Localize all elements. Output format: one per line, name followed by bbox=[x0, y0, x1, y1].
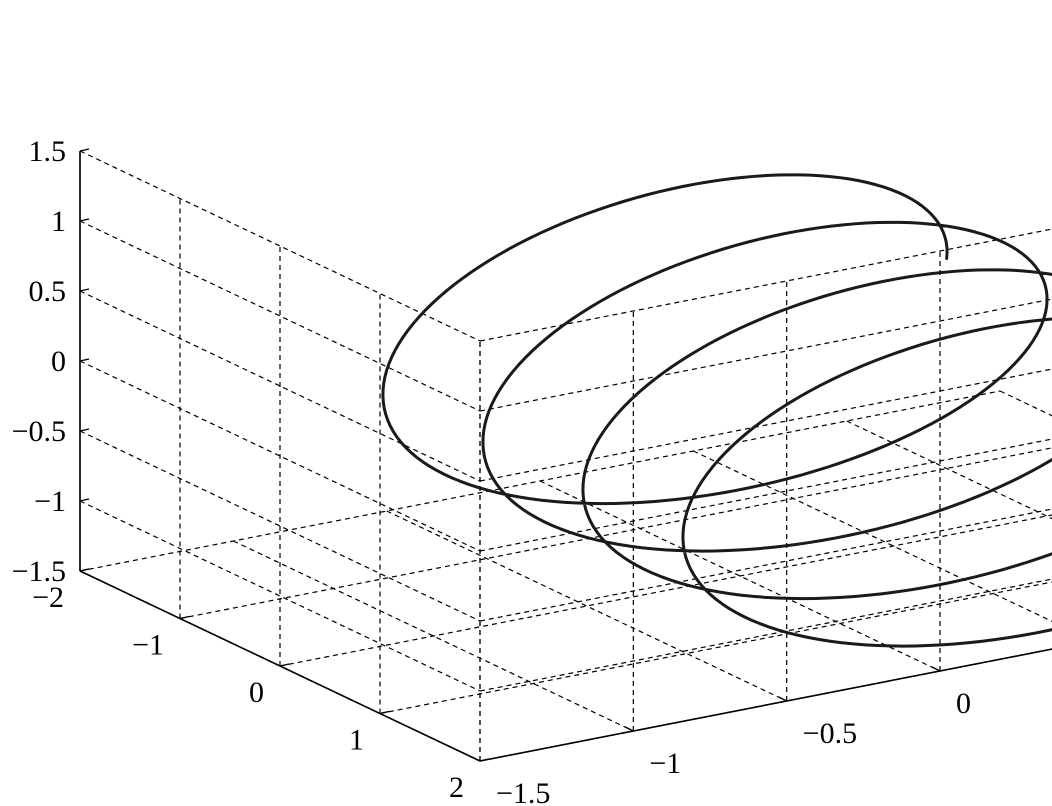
y-tick-label: 2 bbox=[449, 771, 464, 804]
grid-line-leftwall-z bbox=[79, 290, 481, 482]
grid-line-floor-x bbox=[233, 540, 634, 732]
grid-line-backwall-z bbox=[479, 578, 1052, 692]
grid-line-floor-x bbox=[846, 420, 1052, 520]
x-axis-line bbox=[479, 648, 1052, 762]
y-tick-mark bbox=[379, 710, 390, 715]
x-tick-label: −1 bbox=[649, 747, 681, 780]
grid-line-backwall-z bbox=[479, 228, 1052, 342]
grid-line-backwall-z bbox=[479, 298, 1052, 412]
grid-line-floor-x bbox=[999, 390, 1052, 417]
z-tick-label: 1 bbox=[51, 205, 66, 238]
x-tick-mark bbox=[625, 726, 634, 732]
z-tick-label: −0.5 bbox=[12, 415, 66, 448]
z-tick-mark bbox=[79, 358, 90, 362]
grid-line-floor-y bbox=[279, 514, 1052, 667]
z-tick-label: 1.5 bbox=[29, 135, 67, 168]
z-tick-mark bbox=[79, 288, 90, 292]
grid-line-floor-x bbox=[693, 450, 1052, 623]
x-tick-label: −0.5 bbox=[803, 717, 857, 750]
y-tick-label: −1 bbox=[132, 629, 164, 662]
grid-line-backwall-z bbox=[479, 648, 1052, 762]
x-tick-mark bbox=[778, 696, 787, 702]
curve-layer bbox=[381, 173, 1052, 648]
grid-line-leftwall-z bbox=[79, 430, 481, 622]
grid-line-leftwall-z bbox=[79, 500, 481, 692]
grid-line-backwall-z bbox=[479, 368, 1052, 482]
y-tick-label: 1 bbox=[349, 724, 364, 757]
z-tick-mark bbox=[79, 148, 90, 152]
x-tick-label: −1.5 bbox=[496, 777, 550, 806]
grid-line-floor-x bbox=[386, 510, 787, 702]
y-tick-label: −2 bbox=[32, 581, 64, 614]
y-tick-mark bbox=[279, 663, 290, 667]
grid-line-leftwall-z bbox=[79, 360, 481, 552]
grid-line-floor-y bbox=[79, 390, 1001, 572]
grid-line-backwall-z bbox=[479, 508, 1052, 622]
x-tick-mark bbox=[471, 756, 481, 762]
y-tick-label: 0 bbox=[249, 676, 264, 709]
tick-labels: −1.5−1−0.500.511.5−2−1012−1.5−1−0.500.51… bbox=[12, 135, 971, 806]
z-tick-mark bbox=[79, 498, 90, 502]
grid-line-floor-y bbox=[479, 648, 1052, 762]
grid-line-backwall-z bbox=[479, 438, 1052, 552]
grid-line-floor-x bbox=[539, 480, 941, 672]
grid-lines bbox=[79, 150, 1052, 762]
z-tick-label: −1.5 bbox=[12, 555, 66, 588]
z-tick-mark bbox=[79, 218, 90, 222]
y-tick-mark bbox=[479, 758, 490, 762]
axes bbox=[79, 148, 1052, 762]
x-tick-mark bbox=[931, 666, 941, 672]
z-tick-mark bbox=[79, 428, 90, 432]
y-tick-mark bbox=[179, 615, 190, 620]
z-tick-label: 0.5 bbox=[29, 275, 67, 308]
z-tick-label: −1 bbox=[34, 485, 66, 518]
grid-line-leftwall-z bbox=[79, 220, 481, 412]
grid-line-leftwall-z bbox=[79, 150, 481, 342]
grid-line-floor-y bbox=[379, 581, 1052, 715]
z-tick-label: 0 bbox=[51, 345, 66, 378]
y-tick-mark bbox=[79, 568, 90, 572]
x-tick-label: 0 bbox=[956, 687, 971, 720]
grid-line-floor-y bbox=[179, 447, 1052, 620]
helix-curve bbox=[381, 173, 1052, 648]
